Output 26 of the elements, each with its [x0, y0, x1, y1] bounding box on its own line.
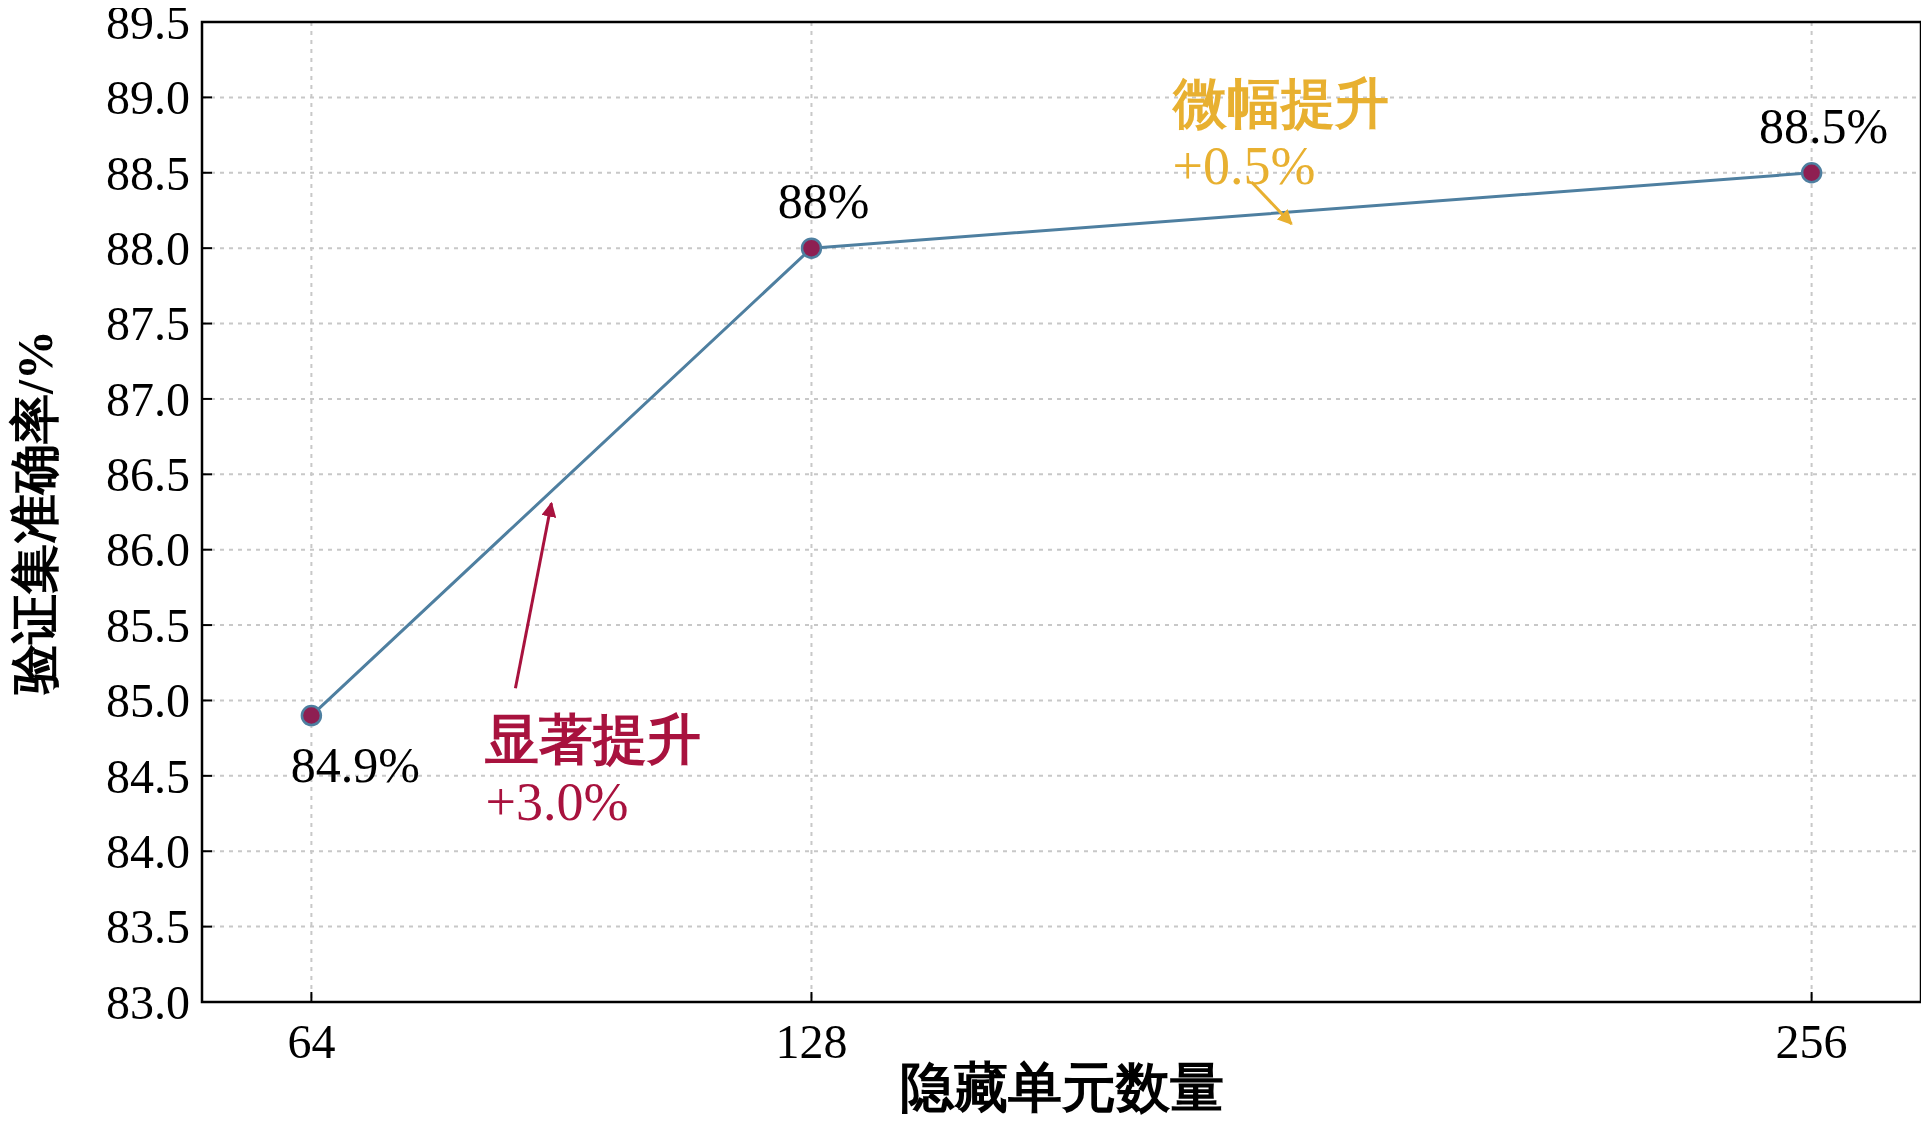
y-tick-label: 87.5	[106, 297, 190, 351]
point	[800, 237, 823, 259]
y-tick-label: 84.5	[106, 749, 190, 803]
point	[1800, 162, 1823, 184]
data-label: 88.5%	[1759, 97, 1889, 154]
y-tick-label: 83.0	[106, 975, 190, 1029]
y-tick-label: 85.5	[106, 598, 190, 652]
point	[300, 704, 323, 727]
y-tick-label: 86.0	[106, 523, 190, 577]
annotation: 显著提升 +3.0%	[485, 710, 702, 833]
x-tick-label: 64	[287, 1015, 336, 1068]
x-tick-label: 256	[1775, 1015, 1848, 1068]
data-label: 88%	[777, 173, 870, 230]
y-tick-label: 83.5	[106, 900, 190, 954]
y-axis-title: 验证集准确率/%	[7, 330, 63, 696]
x-axis-title: 隐藏单元数量	[899, 1058, 1224, 1118]
y-tick-label: 89.0	[106, 71, 190, 125]
x-tick-label: 128	[775, 1015, 848, 1068]
annotation: 微幅提升 +0.5%	[1170, 73, 1389, 196]
y-tick-label: 84.0	[106, 825, 190, 879]
y-tick-label: 86.5	[106, 448, 190, 502]
y-tick-label: 85.0	[106, 674, 190, 728]
data-label: 84.9%	[290, 736, 420, 793]
y-tick-label: 87.0	[106, 372, 190, 426]
y-tick-label: 88.5	[106, 146, 190, 200]
y-tick-label: 88.0	[106, 221, 190, 275]
